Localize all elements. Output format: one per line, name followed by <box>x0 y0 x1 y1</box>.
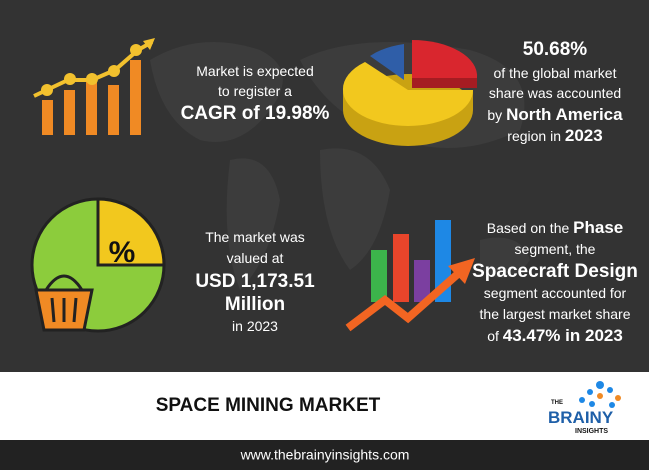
text-line: CAGR of 19.98% <box>181 103 330 124</box>
text-segment: Spacecraft Design <box>472 261 638 282</box>
footer-url: www.thebrainyinsights.com <box>240 447 410 463</box>
text-segment: to register a <box>218 83 292 99</box>
percent-icon: % <box>30 197 166 333</box>
text-segment: in 2023 <box>560 326 622 345</box>
logo-top: THE <box>551 400 563 406</box>
text-segment: The market was <box>205 229 305 245</box>
logo-bottom: INSIGHTS <box>575 428 608 435</box>
text-segment: of <box>487 328 503 344</box>
text-segment: in 2023 <box>232 318 278 334</box>
text-line: Market is expected <box>196 63 314 79</box>
text-line: Million <box>225 294 285 315</box>
pie-icon <box>342 39 478 146</box>
text-segment: valued at <box>227 250 284 266</box>
footer-band <box>0 440 649 470</box>
text-segment: 50.68% <box>523 39 588 60</box>
text-line: Based on the Phase <box>487 218 624 237</box>
logo-middle: BRAINY <box>548 408 614 427</box>
text-segment: of the global market <box>494 65 617 81</box>
text-line: of the global market <box>494 65 617 81</box>
text-segment: Phase <box>573 218 623 237</box>
text-segment: segment accounted for <box>484 285 627 301</box>
text-line: segment accounted for <box>484 285 627 301</box>
text-blocks: Market is expected to register a CAGR of 1… <box>181 39 638 345</box>
text-line: region in 2023 <box>507 126 602 145</box>
phase-icon <box>345 220 475 332</box>
text-segment: segment, the <box>515 241 596 257</box>
text-segment: the largest market share <box>480 306 631 322</box>
text-segment: CAGR of 19.98% <box>181 103 330 124</box>
text-line: of 43.47% in 2023 <box>487 326 623 345</box>
text-segment: Million <box>225 294 285 315</box>
text-segment: USD 1,173.51 <box>195 271 315 292</box>
text-line: The market was <box>205 229 305 245</box>
text-segment: Market is expected <box>196 63 314 79</box>
text-line: USD 1,173.51 <box>195 271 315 292</box>
growth-icon <box>33 38 155 135</box>
text-segment: North America <box>506 105 623 124</box>
title: SPACE MINING MARKET <box>156 395 381 416</box>
text-line: Spacecraft Design <box>472 261 638 282</box>
text-line: share was accounted <box>489 85 621 101</box>
text-segment: share was accounted <box>489 85 621 101</box>
text-segment: 2023 <box>565 126 603 145</box>
text-line: by North America <box>487 105 623 124</box>
text-segment: Based on the <box>487 220 573 236</box>
text-line: to register a <box>218 83 292 99</box>
text-line: in 2023 <box>232 318 278 334</box>
text-segment: by <box>487 107 506 123</box>
text-line: the largest market share <box>480 306 631 322</box>
text-line: valued at <box>227 250 284 266</box>
text-segment: 43.47% <box>503 326 561 345</box>
text-line: 50.68% <box>523 39 588 60</box>
text-line: segment, the <box>515 241 596 257</box>
logo: THE BRAINY INSIGHTS <box>548 381 621 435</box>
text-segment: region in <box>507 128 565 144</box>
title-band <box>0 372 649 440</box>
percent-symbol: % <box>109 236 136 269</box>
